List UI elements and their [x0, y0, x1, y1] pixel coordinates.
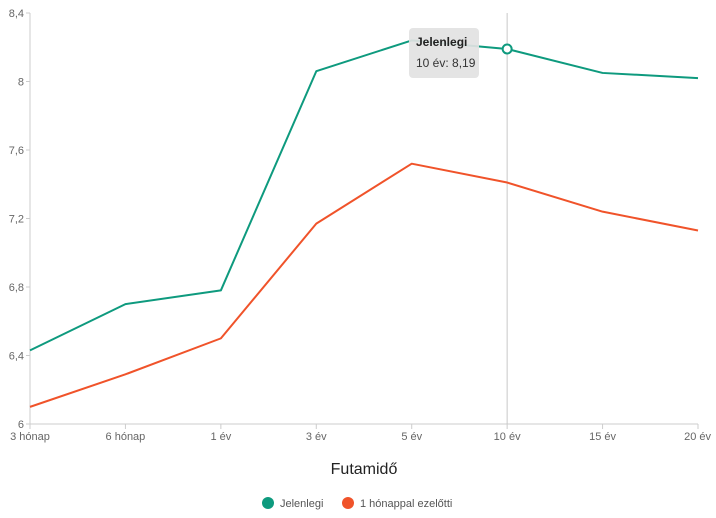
- x-tick-label: 1 év: [210, 431, 231, 443]
- x-tick-label: 5 év: [401, 431, 422, 443]
- x-tick-label: 3 hónap: [10, 431, 50, 443]
- legend-marker[interactable]: [342, 497, 354, 509]
- tooltip-value: 10 év: 8,19: [416, 56, 476, 70]
- tooltip-box: [409, 28, 479, 78]
- y-tick-label: 8,4: [9, 8, 24, 20]
- x-tick-label: 15 év: [589, 431, 616, 443]
- series-line-egy-honappal-ezelotti: [29, 162, 699, 408]
- x-tick-label: 3 év: [306, 431, 327, 443]
- x-tick-label: 6 hónap: [106, 431, 146, 443]
- y-tick-label: 6,4: [9, 351, 24, 363]
- y-tick-label: 6,8: [9, 282, 24, 294]
- x-tick-label: 10 év: [494, 431, 521, 443]
- legend-marker[interactable]: [262, 497, 274, 509]
- x-tick-label: 20 év: [684, 431, 711, 443]
- x-axis-title: Futamidő: [331, 461, 398, 478]
- legend-label: Jelenlegi: [280, 498, 323, 510]
- y-tick-label: 6: [18, 419, 24, 431]
- series-line-jelenlegi: [29, 39, 699, 352]
- tooltip-title: Jelenlegi: [416, 35, 467, 49]
- y-tick-label: 7,6: [9, 145, 24, 157]
- tooltip-marker: [501, 43, 513, 55]
- legend-label: 1 hónappal ezelőtti: [360, 498, 452, 510]
- y-tick-label: 8: [18, 77, 24, 89]
- y-tick-label: 7,2: [9, 214, 24, 226]
